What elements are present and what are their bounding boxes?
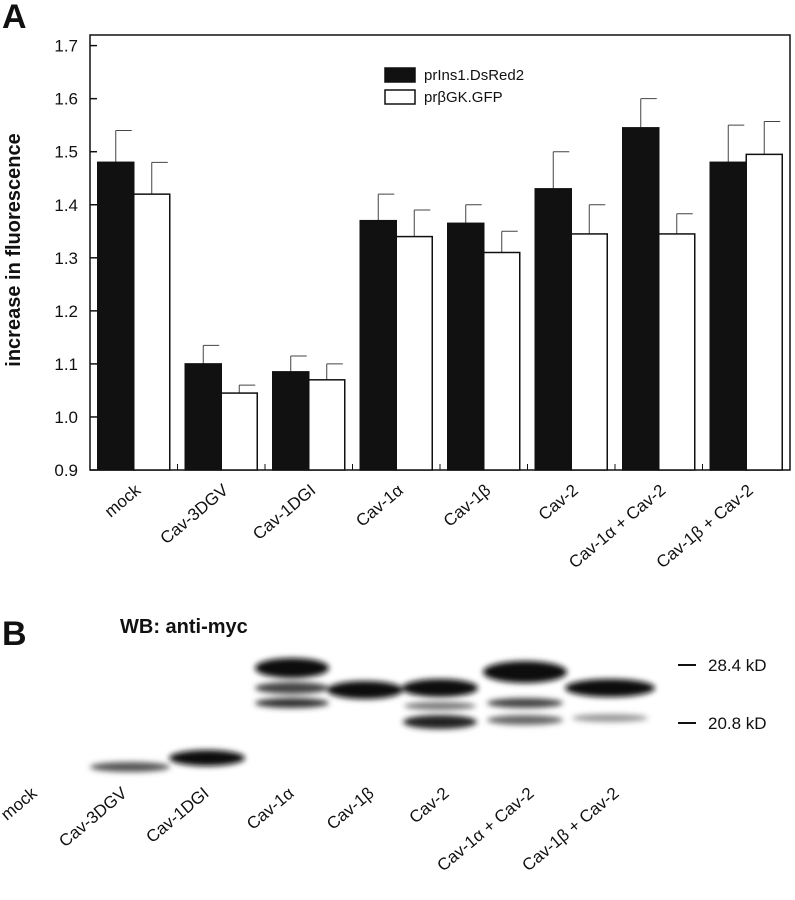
bar [395,235,433,471]
y-axis-label: increase in fluorescence [3,133,25,366]
x-tick-label: Cav-2 [535,481,582,525]
bar [745,153,783,471]
lane-label: Cav-3DGV [55,783,131,851]
bar [570,233,608,471]
y-tick-label: 1.0 [54,408,78,427]
lane-label: Cav-1DGI [142,784,212,847]
y-tick-label: 1.5 [54,143,78,162]
x-tick-label: Cav-1α [352,480,407,530]
lane-label: Cav-1β [323,783,378,833]
bar [272,371,310,471]
legend-swatch [384,89,416,105]
y-tick-label: 0.9 [54,461,78,480]
x-tick-label: Cav-1DGI [249,481,319,544]
x-tick-label: Cav-3DGV [157,480,233,548]
bar [709,161,747,471]
bar [184,363,222,471]
bar [308,379,346,471]
lane-label: Cav-2 [406,784,453,828]
bar [447,222,485,471]
x-tick-label: mock [101,480,145,521]
panel-label: A [2,0,27,36]
lane-label: Cav-1α [243,783,298,833]
bands [90,658,655,772]
legend-label: prIns1.DsRed2 [424,67,524,84]
y-tick-label: 1.6 [54,90,78,109]
y-tick-label: 1.2 [54,302,78,321]
panel-label: B [2,615,27,653]
legend-swatch [384,67,416,83]
bar [220,392,258,471]
bar [658,233,696,471]
marker-label: 20.8 kD [708,714,767,733]
bar [97,161,135,471]
y-tick-label: 1.3 [54,249,78,268]
bar [483,251,521,471]
x-tick-label: Cav-1β [440,480,495,530]
bar [534,188,572,471]
y-tick-label: 1.1 [54,355,78,374]
y-tick-label: 1.4 [54,196,78,215]
bar [133,193,171,471]
bar [359,219,397,471]
y-tick-label: 1.7 [54,37,78,56]
blot: B WB: anti-myc 28.4 kD 20.8 kD [2,615,767,772]
bar [622,127,660,471]
blot-title: WB: anti-myc [120,616,248,638]
lane-label: mock [0,783,41,824]
legend-label: prβGK.GFP [424,89,503,106]
marker-label: 28.4 kD [708,656,767,675]
